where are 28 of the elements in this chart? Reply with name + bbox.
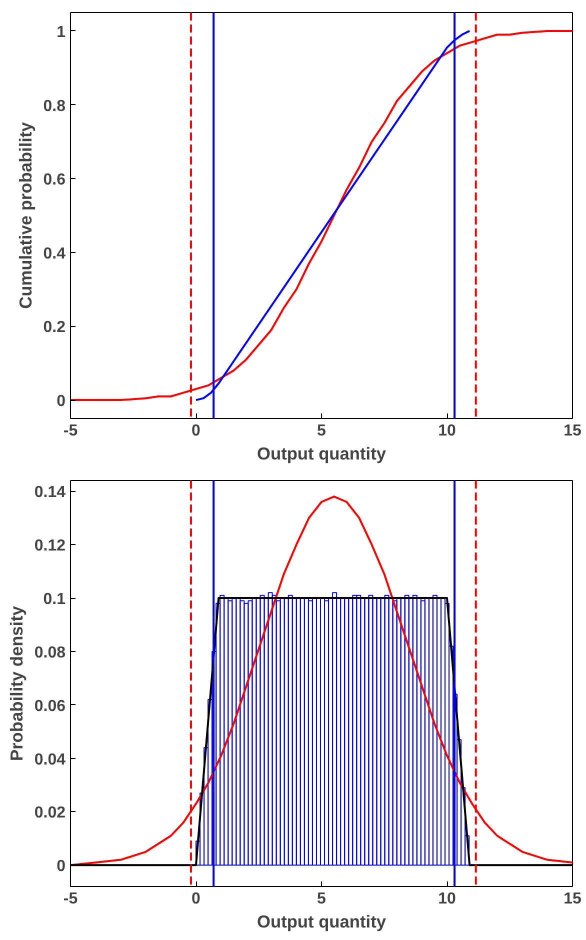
x-tick-label: 15 [564, 422, 582, 440]
y-tick-label: 0.08 [34, 644, 66, 662]
y-tick-label: 0 [56, 393, 66, 410]
y-tick-label: 0.8 [43, 98, 66, 115]
y-tick-label: 0 [56, 858, 66, 876]
y-tick-label: 0.6 [43, 172, 66, 189]
x-axis-title: Output quantity [257, 912, 386, 932]
y-tick-label: 0.04 [34, 751, 66, 768]
x-axis-title: Output quantity [257, 444, 386, 464]
y-tick-label: 0.4 [43, 245, 66, 262]
x-tick-label: -5 [63, 422, 78, 440]
y-tick-label: 0.12 [34, 538, 66, 555]
x-tick-label: 0 [192, 890, 201, 908]
x-tick-label: -5 [63, 890, 78, 908]
y-axis-title: Probability density [6, 606, 26, 762]
x-tick-label: 10 [438, 422, 456, 440]
x-tick-label: 10 [438, 890, 456, 908]
x-tick-label: 5 [317, 890, 326, 908]
y-tick-label: 0.2 [43, 319, 66, 336]
x-tick-label: 5 [317, 422, 326, 440]
x-tick-label: 15 [564, 890, 582, 908]
y-tick-label: 0.06 [34, 698, 66, 715]
y-axis-title: Cumulative probability [15, 122, 36, 309]
y-tick-label: 1 [56, 24, 66, 41]
x-tick-label: 0 [192, 422, 201, 440]
y-tick-label: 0.14 [34, 484, 66, 502]
y-tick-label: 0.1 [43, 591, 66, 608]
y-tick-label: 0.02 [34, 804, 66, 822]
